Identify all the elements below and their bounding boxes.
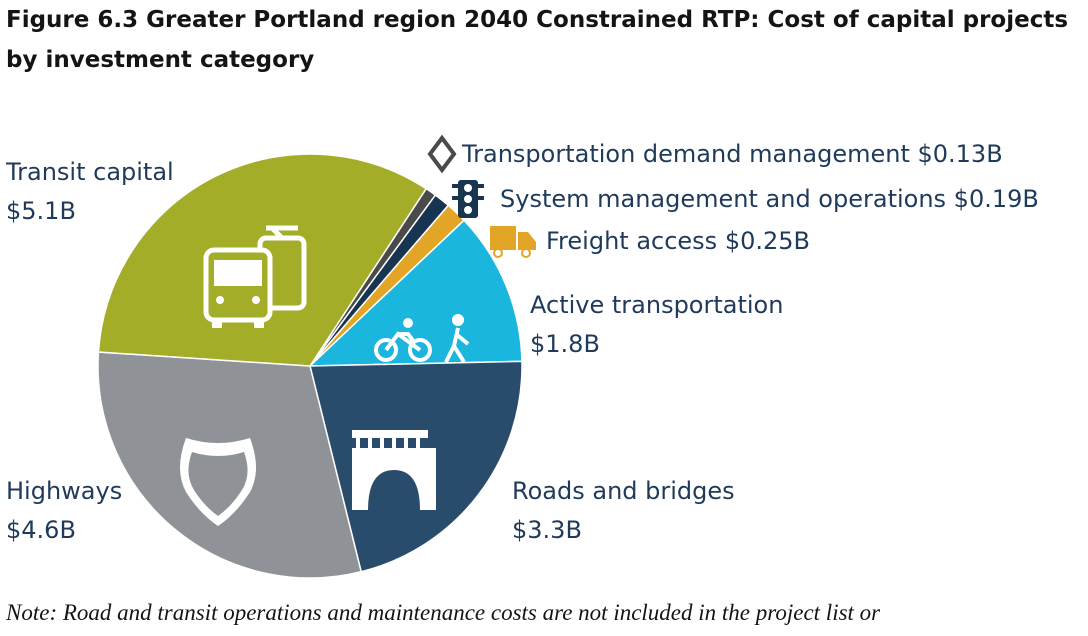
chart-note: Note: Road and transit operations and ma… [6,600,881,625]
bus-and-streetcar-icon [203,225,307,328]
delivery-truck-icon [490,226,536,258]
bike-and-pedestrian-icon [374,314,470,364]
label-highways-value: $4.6B [6,516,76,544]
label-highways-name: Highways [6,477,122,505]
label-transit-name: Transit capital [5,158,174,186]
label-roads-value: $3.3B [512,516,582,544]
pie-slice-active-transportation [308,219,523,367]
label-active-name: Active transportation [530,291,783,319]
label-active-value: $1.8B [530,330,600,358]
label-smo: System management and operations $0.19B [500,185,1039,213]
traffic-light-icon [452,180,484,218]
diamond-icon [427,134,457,174]
bridge-icon [352,430,436,510]
label-freight: Freight access $0.25B [546,227,810,255]
label-tdm: Transportation demand management $0.13B [461,140,1003,168]
label-transit-value: $5.1B [6,197,76,225]
label-roads-name: Roads and bridges [512,477,735,505]
highway-shield-icon [180,438,256,526]
chart-title: Figure 6.3 Greater Portland region 2040 … [6,7,1069,73]
